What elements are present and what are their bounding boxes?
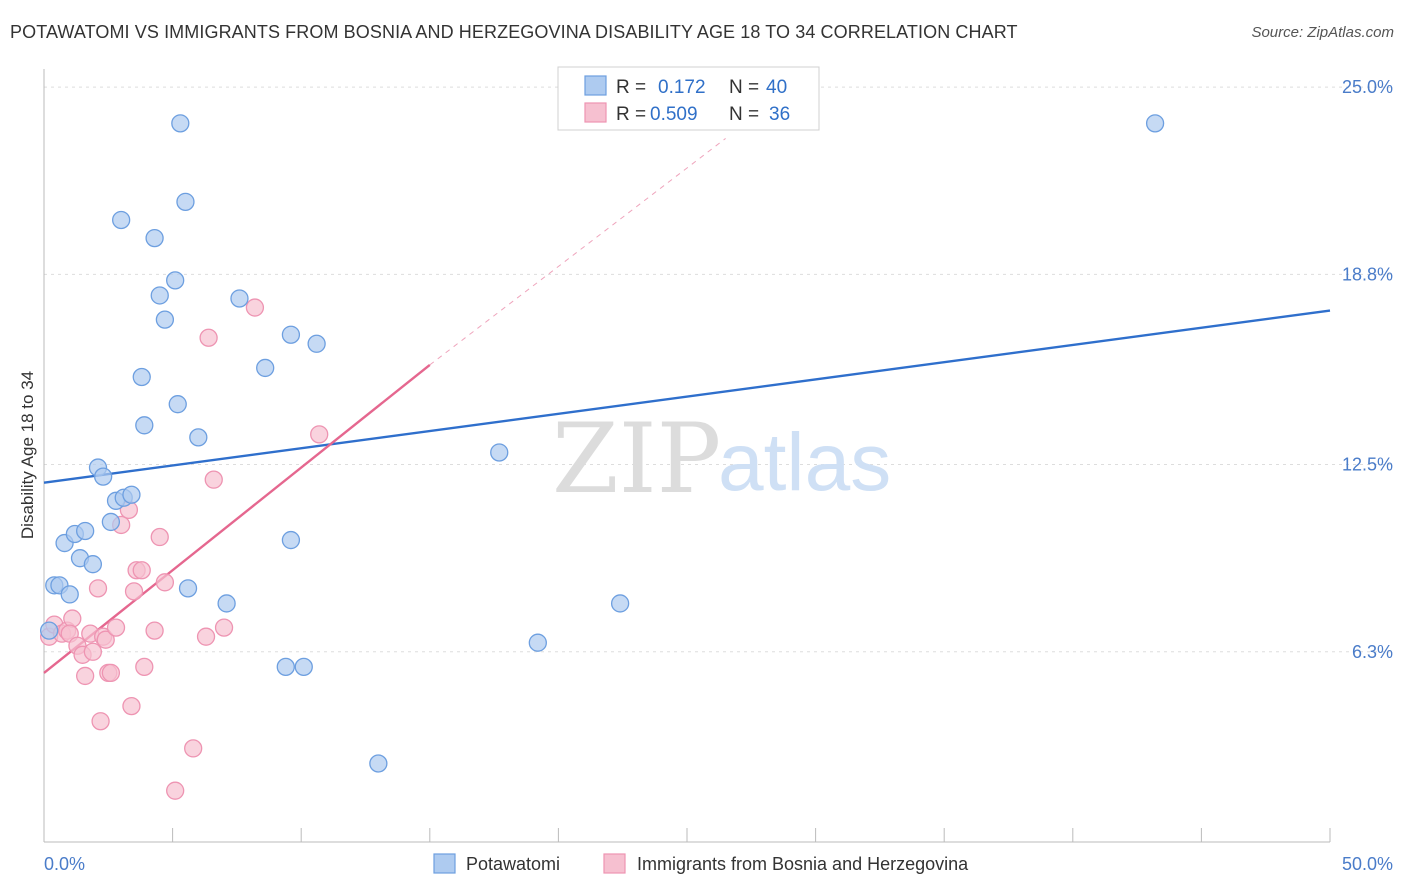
potawatomi-point-33 <box>294 657 313 677</box>
y-tick-label-1: 12.5% <box>1342 455 1393 475</box>
bosnia-point-21 <box>124 582 144 601</box>
potawatomi-point-23 <box>166 271 185 290</box>
potawatomi-point-27 <box>217 594 236 613</box>
potawatomi-point-19 <box>155 310 175 329</box>
potawatomi-point-26 <box>178 579 198 598</box>
potawatomi-point-24 <box>168 395 187 414</box>
series-legend: Potawatomi Immigrants from Bosnia and He… <box>433 853 969 874</box>
watermark: ZIP atlas <box>552 403 891 515</box>
source-label: Source: ZipAtlas.com <box>1251 24 1394 41</box>
y-tick-label-2: 18.8% <box>1342 264 1393 284</box>
potawatomi-point-15 <box>112 210 131 230</box>
series-legend-bosnia-label: Immigrants from Bosnia and Herzegovina <box>637 854 969 874</box>
potawatomi-point-11 <box>101 512 121 532</box>
bosnia-point-4 <box>63 609 82 628</box>
potawatomi-point-39 <box>1145 114 1165 133</box>
stats-legend-blue-r-value: 0.172 <box>658 77 706 98</box>
bosnia-point-10 <box>83 642 103 661</box>
potawatomi-point-20 <box>132 367 151 387</box>
series-legend-blue-swatch <box>433 853 456 874</box>
trendlines <box>43 138 1331 674</box>
y-tick-label-0: 6.3% <box>1352 642 1393 662</box>
bosnia-point-27 <box>155 573 175 592</box>
stats-legend-pink-n-label: N = <box>729 104 759 125</box>
bosnia-point-17 <box>106 618 126 637</box>
bosnia-point-35 <box>310 425 329 444</box>
bosnia-point-30 <box>199 328 218 347</box>
potawatomi-point-34 <box>281 530 301 550</box>
potawatomi-point-36 <box>490 443 509 462</box>
bosnia-point-34 <box>245 298 265 317</box>
bosnia-trendline-2 <box>429 138 726 366</box>
potawatomi-point-30 <box>281 325 301 344</box>
x-tick-label-1: 50.0% <box>1342 854 1393 874</box>
stats-legend-pink-n-value: 36 <box>769 104 790 125</box>
potawatomi-point-29 <box>256 358 275 378</box>
bosnia-point-14 <box>96 630 115 649</box>
stats-legend-blue-n-label: N = <box>729 77 759 98</box>
potawatomi-point-37 <box>528 633 547 652</box>
gridlines <box>44 86 1392 653</box>
stats-legend-pink-r-label: R = <box>616 104 646 125</box>
potawatomi-point-17 <box>145 228 164 248</box>
bosnia-trendline-1 <box>43 363 431 674</box>
series-legend-pink-swatch <box>603 853 626 874</box>
potawatomi-point-6 <box>76 521 95 541</box>
potawatomi-point-8 <box>83 555 103 574</box>
bosnia-point-31 <box>196 627 216 646</box>
bosnia-point-33 <box>214 618 234 637</box>
stats-legend-pink-swatch <box>584 102 607 123</box>
bosnia-point-28 <box>166 781 185 800</box>
series-potawatomi-points <box>39 114 1165 773</box>
potawatomi-trendline-0 <box>43 309 1331 484</box>
potawatomi-point-0 <box>39 621 59 640</box>
potawatomi-point-10 <box>94 467 113 486</box>
potawatomi-point-38 <box>610 594 630 613</box>
x-tick-label-0: 0.0% <box>44 854 85 874</box>
bosnia-point-32 <box>204 470 223 489</box>
watermark-atlas: atlas <box>718 417 891 508</box>
bosnia-point-24 <box>135 657 154 677</box>
axes <box>43 69 1331 843</box>
bosnia-point-26 <box>150 527 169 547</box>
watermark-zip: ZIP <box>552 403 721 515</box>
series-legend-potawatomi-label: Potawatomi <box>466 854 560 874</box>
potawatomi-point-18 <box>150 286 169 305</box>
bosnia-point-25 <box>145 621 164 640</box>
potawatomi-point-3 <box>60 585 79 604</box>
bosnia-point-20 <box>122 696 141 716</box>
stats-legend-blue-n-value: 40 <box>766 77 787 98</box>
potawatomi-point-22 <box>176 192 195 212</box>
y-tick-label-3: 25.0% <box>1342 77 1393 97</box>
bosnia-point-29 <box>184 739 203 758</box>
stats-legend: R = 0.172 N = 40 R = 0.509 N = 36 <box>557 66 820 131</box>
potawatomi-point-16 <box>135 416 154 435</box>
bosnia-point-12 <box>91 712 110 731</box>
bosnia-point-23 <box>132 561 151 580</box>
stats-legend-blue-swatch <box>584 75 607 96</box>
potawatomi-point-25 <box>189 428 208 447</box>
bosnia-point-11 <box>88 579 108 598</box>
chart-title: POTAWATOMI VS IMMIGRANTS FROM BOSNIA AND… <box>10 22 1018 42</box>
potawatomi-point-21 <box>171 114 190 133</box>
bosnia-point-8 <box>76 666 95 686</box>
x-tick-labels: 0.0% 50.0% <box>44 854 1393 874</box>
stats-legend-pink-r-value: 0.509 <box>650 104 698 125</box>
y-axis-label: Disability Age 18 to 34 <box>18 371 37 539</box>
potawatomi-point-35 <box>369 754 388 773</box>
y-tick-labels: 6.3% 12.5% 18.8% 25.0% <box>1342 77 1393 662</box>
stats-legend-blue-r-label: R = <box>616 77 646 98</box>
series-bosnia-points <box>39 298 329 800</box>
potawatomi-point-14 <box>122 485 141 504</box>
bosnia-point-16 <box>101 663 121 683</box>
potawatomi-point-32 <box>276 657 295 677</box>
potawatomi-point-31 <box>307 334 326 353</box>
potawatomi-point-28 <box>230 289 249 308</box>
